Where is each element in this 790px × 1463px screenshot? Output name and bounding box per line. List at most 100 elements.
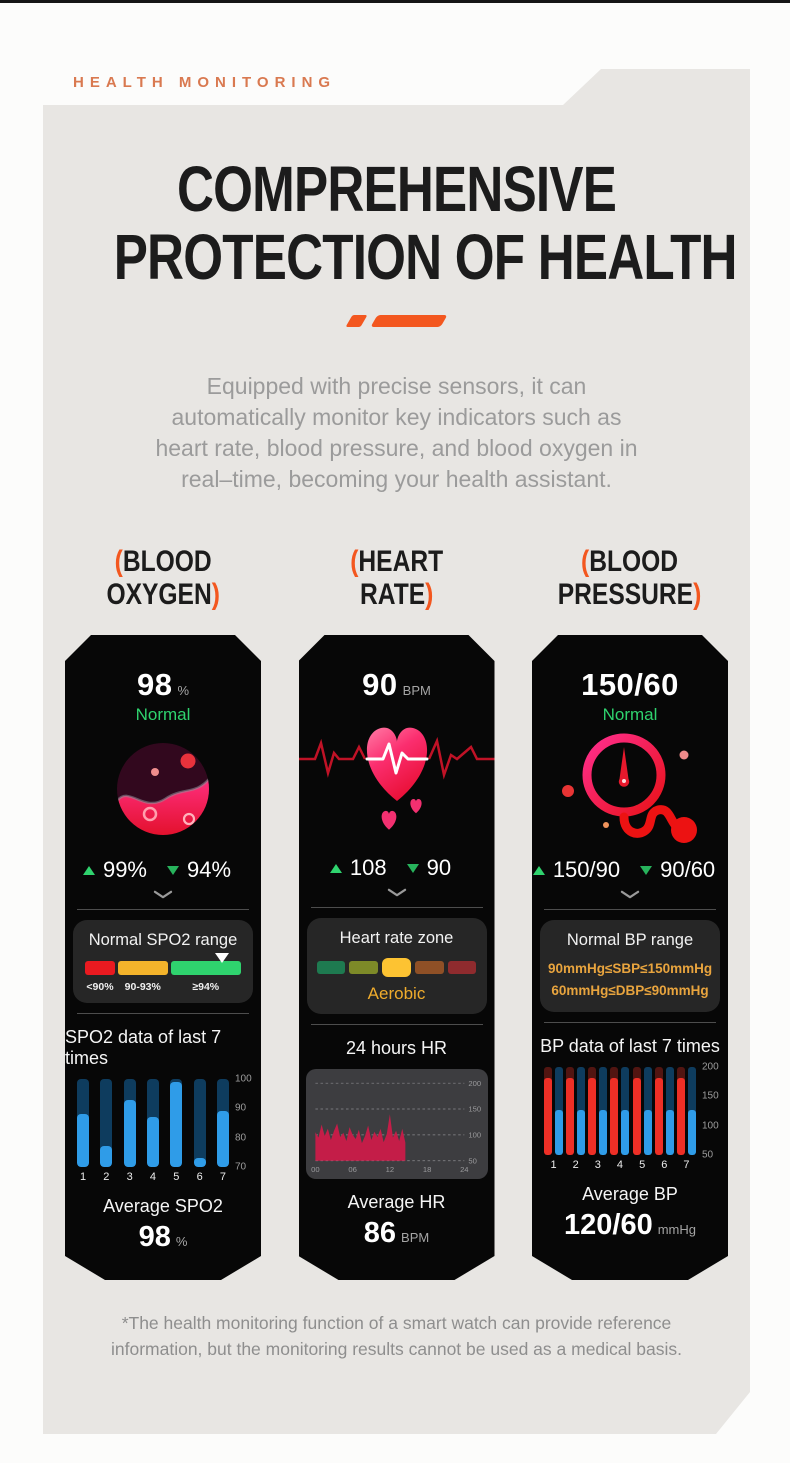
spo2-range-segment-label: ≥94% — [192, 981, 220, 993]
blood-pressure-gauge-icon — [532, 727, 728, 851]
spo2-range-title: Normal SPO2 range — [88, 931, 238, 949]
hr-24h-chart: 200 150 100 50 00 06 12 18 24 — [306, 1069, 488, 1179]
chevron-down-icon — [152, 890, 174, 899]
hr-zone-panel: Heart rate zone Aerobic — [307, 918, 487, 1014]
accent-dash-large — [371, 315, 448, 327]
bp-bar-group — [677, 1067, 696, 1155]
chevron-down-icon — [619, 890, 641, 899]
down-triangle-icon — [167, 866, 179, 875]
hr-zone-segment — [382, 958, 411, 977]
spo2-range-panel: Normal SPO2 range <90% 90-93% ≥94% — [73, 920, 253, 1003]
hr-zone-segment — [349, 961, 378, 974]
x-axis-label: 1 — [79, 1171, 87, 1183]
bp-status: Normal — [602, 705, 658, 724]
disclaimer-line: information, but the monitoring results … — [110, 1339, 682, 1359]
bp-chart-title: BP data of last 7 times — [540, 1036, 720, 1056]
hr-average-value: 86 BPM — [363, 1217, 430, 1249]
paren-open: ( — [114, 545, 123, 578]
content-card: COMPREHENSIVE PROTECTION OF HEALTH Equip… — [43, 69, 750, 1434]
bp-bar-group — [544, 1067, 563, 1155]
blood-oxygen-sphere-icon — [65, 727, 261, 851]
hr-high-value: 108 — [349, 855, 387, 880]
paren-close: ) — [693, 578, 702, 611]
y-axis-label: 80 — [235, 1132, 247, 1144]
spo2-high-value: 99% — [102, 857, 147, 882]
spo2-range-segment — [171, 961, 242, 975]
bp-low-value: 90/60 — [660, 857, 716, 882]
bp-bar-group — [655, 1067, 674, 1155]
up-triangle-icon — [533, 866, 545, 875]
bp-bar-group — [566, 1067, 585, 1155]
bp-dbp-range: 60mmHg≤DBP≤90mmHg — [551, 983, 709, 998]
spo2-range-segment-label: <90% — [86, 981, 114, 993]
heart-ecg-icon — [299, 703, 495, 849]
x-axis-label: 7 — [219, 1171, 227, 1183]
spo2-high-low: 99% 94% — [83, 857, 243, 883]
column-heading-blood-oxygen: (BLOOD OXYGEN) — [106, 545, 220, 611]
paren-open: ( — [581, 545, 590, 578]
divider — [544, 1022, 716, 1023]
paren-close: ) — [424, 578, 434, 611]
up-triangle-icon — [330, 864, 342, 873]
y-axis-label: 100 — [702, 1120, 719, 1132]
spo2-low-value: 94% — [187, 857, 232, 882]
hr-zone-segment — [317, 961, 346, 974]
spo2-range-segment-label: 90-93% — [124, 981, 161, 993]
hr-average-label: Average HR — [347, 1192, 446, 1212]
page-title-line2: PROTECTION OF HEALTH — [113, 221, 737, 293]
spo2-bar — [170, 1079, 182, 1167]
watch-screen-blood-pressure: 150/60 Normal — [532, 635, 728, 1280]
bp-bar-group — [633, 1067, 652, 1155]
watch-screen-blood-oxygen: 98 % Normal — [65, 635, 261, 1280]
feature-columns: (BLOOD OXYGEN) 98 % Normal — [43, 545, 750, 1280]
spo2-bar — [217, 1079, 229, 1167]
column-blood-oxygen: (BLOOD OXYGEN) 98 % Normal — [65, 545, 261, 1280]
description: Equipped with precise sensors, it can au… — [43, 371, 750, 495]
watch-screen-heart-rate: 90 BPM — [299, 635, 495, 1280]
svg-text:50: 50 — [468, 1156, 476, 1165]
column-blood-pressure: (BLOOD PRESSURE) 150/60 Normal — [532, 545, 728, 1280]
column-heart-rate: (HEART RATE) 90 BPM — [299, 545, 495, 1280]
spo2-average-label: Average SPO2 — [103, 1196, 223, 1216]
bp-average-label: Average BP — [582, 1184, 678, 1204]
x-axis-label: 3 — [594, 1159, 601, 1171]
spo2-range-segment — [85, 961, 115, 975]
spo2-bar — [100, 1079, 112, 1167]
divider — [544, 909, 716, 910]
column-heading-heart-rate: (HEART RATE) — [350, 545, 443, 611]
bp-bar-group — [588, 1067, 607, 1155]
spo2-status: Normal — [135, 705, 191, 724]
hr-low-value: 90 — [426, 855, 452, 880]
svg-text:24: 24 — [460, 1165, 469, 1174]
hr-zone-segment — [415, 961, 444, 974]
divider — [77, 1013, 249, 1014]
description-line: automatically monitor key indicators suc… — [171, 404, 622, 430]
chevron-down-icon — [386, 888, 408, 897]
hr-zone-title: Heart rate zone — [339, 929, 454, 947]
spo2-current-value: 98 % — [136, 667, 190, 702]
y-axis-label: 50 — [702, 1149, 714, 1161]
column-heading-blood-pressure: (BLOOD PRESSURE) — [558, 545, 702, 611]
bp-current-value: 150/60 — [581, 667, 679, 702]
hr-zone-segment — [448, 961, 477, 974]
spo2-chart-x-axis: 1 2 3 4 5 6 7 — [73, 1171, 229, 1183]
disclaimer-line: *The health monitoring function of a sma… — [121, 1313, 672, 1333]
bp-high-low: 150/90 90/60 — [533, 857, 727, 883]
bp-chart-y-axis: 200 150 100 50 — [696, 1067, 720, 1155]
x-axis-label: 6 — [661, 1159, 668, 1171]
up-triangle-icon — [83, 866, 95, 875]
spo2-bar — [147, 1079, 159, 1167]
x-axis-label: 1 — [550, 1159, 557, 1171]
x-axis-label: 2 — [103, 1171, 110, 1183]
spo2-range-labels: <90% 90-93% ≥94% — [85, 981, 241, 993]
hr-chart-title: 24 hours HR — [345, 1038, 448, 1058]
x-axis-label: 2 — [572, 1159, 579, 1171]
spo2-range-bar — [85, 961, 241, 975]
page-title: COMPREHENSIVE PROTECTION OF HEALTH — [43, 155, 750, 291]
svg-text:12: 12 — [385, 1165, 393, 1174]
svg-text:18: 18 — [422, 1165, 430, 1174]
bp-chart-x-axis: 1 2 3 4 5 6 7 — [540, 1159, 696, 1171]
y-axis-label: 150 — [702, 1090, 719, 1102]
